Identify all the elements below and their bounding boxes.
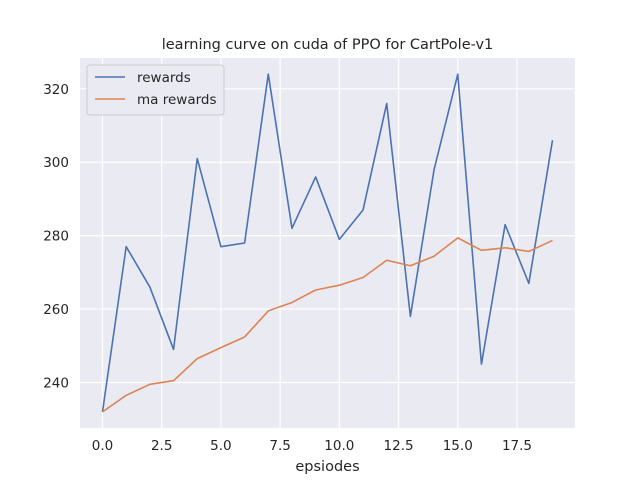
x-tick-label: 15.0 <box>443 438 473 454</box>
series-line-rewards <box>101 73 554 412</box>
x-tick-label: 5.0 <box>210 438 231 454</box>
x-axis-ticks: 0.0 2.5 5.0 7.5 10.0 12.5 15.0 17.5 <box>92 438 532 454</box>
x-axis-label: epsiodes <box>295 459 359 475</box>
x-tick-label: 0.0 <box>92 438 113 454</box>
y-tick-label: 280 <box>43 229 69 245</box>
y-axis-ticks: 240 260 280 300 320 <box>43 82 69 392</box>
y-tick-label: 320 <box>43 82 69 98</box>
chart-title: learning curve on cuda of PPO for CartPo… <box>162 37 494 53</box>
plot-area <box>80 58 575 428</box>
legend: rewards ma rewards <box>86 64 225 116</box>
y-tick-label: 260 <box>43 302 69 318</box>
series-line-ma-rewards <box>102 237 553 413</box>
legend-label-ma-rewards: ma rewards <box>137 92 217 108</box>
x-tick-label: 17.5 <box>502 438 532 454</box>
series-group <box>101 73 554 413</box>
x-tick-label: 7.5 <box>269 438 290 454</box>
x-tick-label: 10.0 <box>324 438 354 454</box>
legend-label-rewards: rewards <box>137 70 191 86</box>
x-tick-label: 2.5 <box>151 438 172 454</box>
y-tick-label: 300 <box>43 155 69 171</box>
x-tick-label: 12.5 <box>384 438 414 454</box>
y-tick-label: 240 <box>43 375 69 391</box>
